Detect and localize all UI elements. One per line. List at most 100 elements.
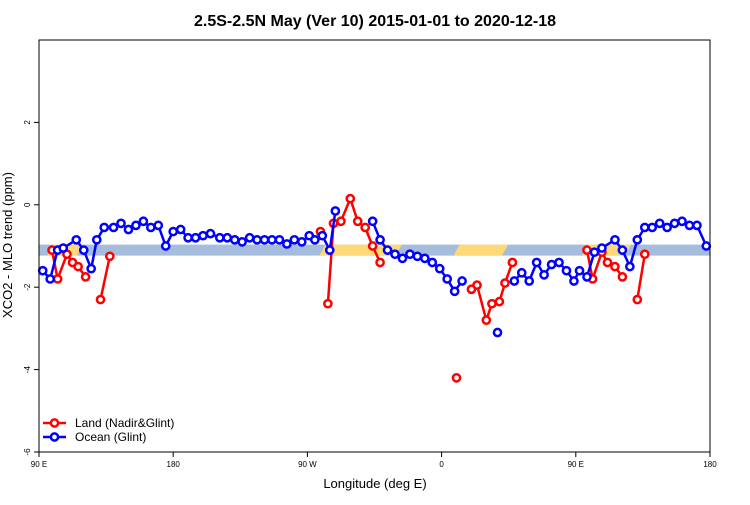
series-1-point-0-26 <box>237 237 248 247</box>
x-tick-label-4: 90 E <box>568 460 584 469</box>
series-1-point-3-0 <box>509 276 520 286</box>
series-1-point-3-21 <box>669 218 680 229</box>
series-1 <box>37 206 712 338</box>
x-axis-label: Longitude (deg E) <box>323 476 426 491</box>
series-0-point-5-3 <box>487 298 497 309</box>
series-layer <box>37 193 712 383</box>
series-1-point-0-13 <box>138 216 149 227</box>
series-1-point-1-9 <box>434 263 445 274</box>
series-1-point-0-6 <box>86 263 97 274</box>
legend: Land (Nadir&Glint)Ocean (Glint) <box>43 416 174 444</box>
y-tick-label-2: -2 <box>23 283 32 291</box>
series-0-point-3-3 <box>345 193 356 204</box>
legend-marker-0 <box>49 418 60 428</box>
series-1-point-3-25 <box>701 241 712 251</box>
series-1-point-0-15 <box>153 220 164 231</box>
series-1-point-3-14 <box>617 245 628 255</box>
band-highlight-2 <box>453 244 508 256</box>
series-1-point-0-24 <box>222 232 233 243</box>
plot-frame <box>38 39 711 453</box>
y-tick-label-0: -6 <box>23 448 32 456</box>
series-1-point-0-29 <box>259 234 270 245</box>
series-1-point-3-12 <box>597 243 607 253</box>
series-1-point-3-23 <box>684 220 695 231</box>
series-0-point-6-5 <box>617 272 628 282</box>
series-1-point-0-4 <box>71 234 82 245</box>
series-1-point-0-34 <box>296 237 307 247</box>
series-1-point-0-32 <box>282 239 292 249</box>
series-1-point-2-0 <box>492 327 503 338</box>
series-0-point-3-7 <box>375 257 385 268</box>
series-1-point-3-10 <box>582 272 592 282</box>
series-1-point-0-39 <box>330 206 341 216</box>
series-1-point-0-10 <box>116 218 126 229</box>
band-highlight-1 <box>319 244 402 256</box>
series-0-point-5-2 <box>481 315 492 326</box>
series-1-point-3-11 <box>589 247 600 258</box>
series-1-point-0-27 <box>244 232 255 243</box>
series-1-point-0-5 <box>78 245 89 255</box>
series-1-point-3-7 <box>561 265 572 276</box>
series-1-point-3-13 <box>610 234 620 245</box>
series-1-point-0-33 <box>289 234 300 245</box>
series-1-point-0-12 <box>131 220 141 231</box>
series-1-point-0-37 <box>317 230 328 241</box>
series-1-point-0-14 <box>145 222 156 233</box>
series-1-point-0-21 <box>198 230 208 241</box>
series-1-point-3-16 <box>632 234 643 245</box>
series-1-point-3-24 <box>692 220 702 231</box>
series-0-point-7-0 <box>632 294 643 305</box>
series-1-point-3-22 <box>677 216 687 227</box>
series-0-line-7 <box>636 253 647 300</box>
series-0-point-3-5 <box>360 222 371 233</box>
series-1-point-0-22 <box>205 228 216 239</box>
series-1-point-0-18 <box>175 224 186 235</box>
y-axis-label: XCO2 - MLO trend (ppm) <box>0 172 15 318</box>
series-1-point-0-25 <box>229 234 240 245</box>
x-tick-label-3: 0 <box>439 460 444 469</box>
series-1-point-1-0 <box>367 216 378 227</box>
series-1-point-3-17 <box>639 222 650 233</box>
series-1-point-3-6 <box>554 257 564 268</box>
series-0-line-1 <box>99 256 112 300</box>
x-tick-label-1: 180 <box>167 460 181 469</box>
x-tick-label-2: 90 W <box>298 460 317 469</box>
legend-label-0: Land (Nadir&Glint) <box>75 416 174 430</box>
series-0-point-5-4 <box>494 296 505 307</box>
series-1-point-0-1 <box>45 274 56 284</box>
series-0-point-3-4 <box>352 216 363 227</box>
series-1-point-1-5 <box>405 249 415 260</box>
series-1-point-1-4 <box>397 253 408 264</box>
series-1-point-3-18 <box>647 222 658 233</box>
series-1-point-3-1 <box>516 267 527 278</box>
series-1-point-3-20 <box>662 222 672 233</box>
series-1-point-0-0 <box>37 265 48 276</box>
series-1-point-3-8 <box>569 276 579 286</box>
series-1-point-0-16 <box>160 241 171 251</box>
series-1-point-1-1 <box>375 234 385 245</box>
series-1-point-0-8 <box>99 222 110 233</box>
series-0-point-0-4 <box>73 261 83 272</box>
series-1-point-1-6 <box>412 251 423 262</box>
series-1-point-0-23 <box>214 232 225 243</box>
series-1-point-1-12 <box>457 276 467 286</box>
series-1-point-1-2 <box>382 245 393 255</box>
series-0-point-0-1 <box>52 274 63 284</box>
series-1-point-1-3 <box>390 249 400 260</box>
y-tick-label-3: 0 <box>23 202 32 207</box>
series-0-point-7-1 <box>639 249 650 260</box>
series-1-point-1-8 <box>427 257 438 268</box>
series-0-point-5-5 <box>500 278 510 288</box>
series-1-point-0-38 <box>324 245 335 255</box>
series-1-point-3-5 <box>546 259 557 270</box>
y-tick-label-4: 2 <box>23 120 32 125</box>
x-tick-label-5: 180 <box>703 460 717 469</box>
series-1-point-1-7 <box>419 253 430 264</box>
series-1-point-0-28 <box>252 234 262 245</box>
series-0-point-3-6 <box>367 241 378 251</box>
y-tick-label-1: -4 <box>23 365 32 373</box>
series-1-point-3-3 <box>531 257 542 268</box>
series-1-point-1-10 <box>442 274 453 284</box>
